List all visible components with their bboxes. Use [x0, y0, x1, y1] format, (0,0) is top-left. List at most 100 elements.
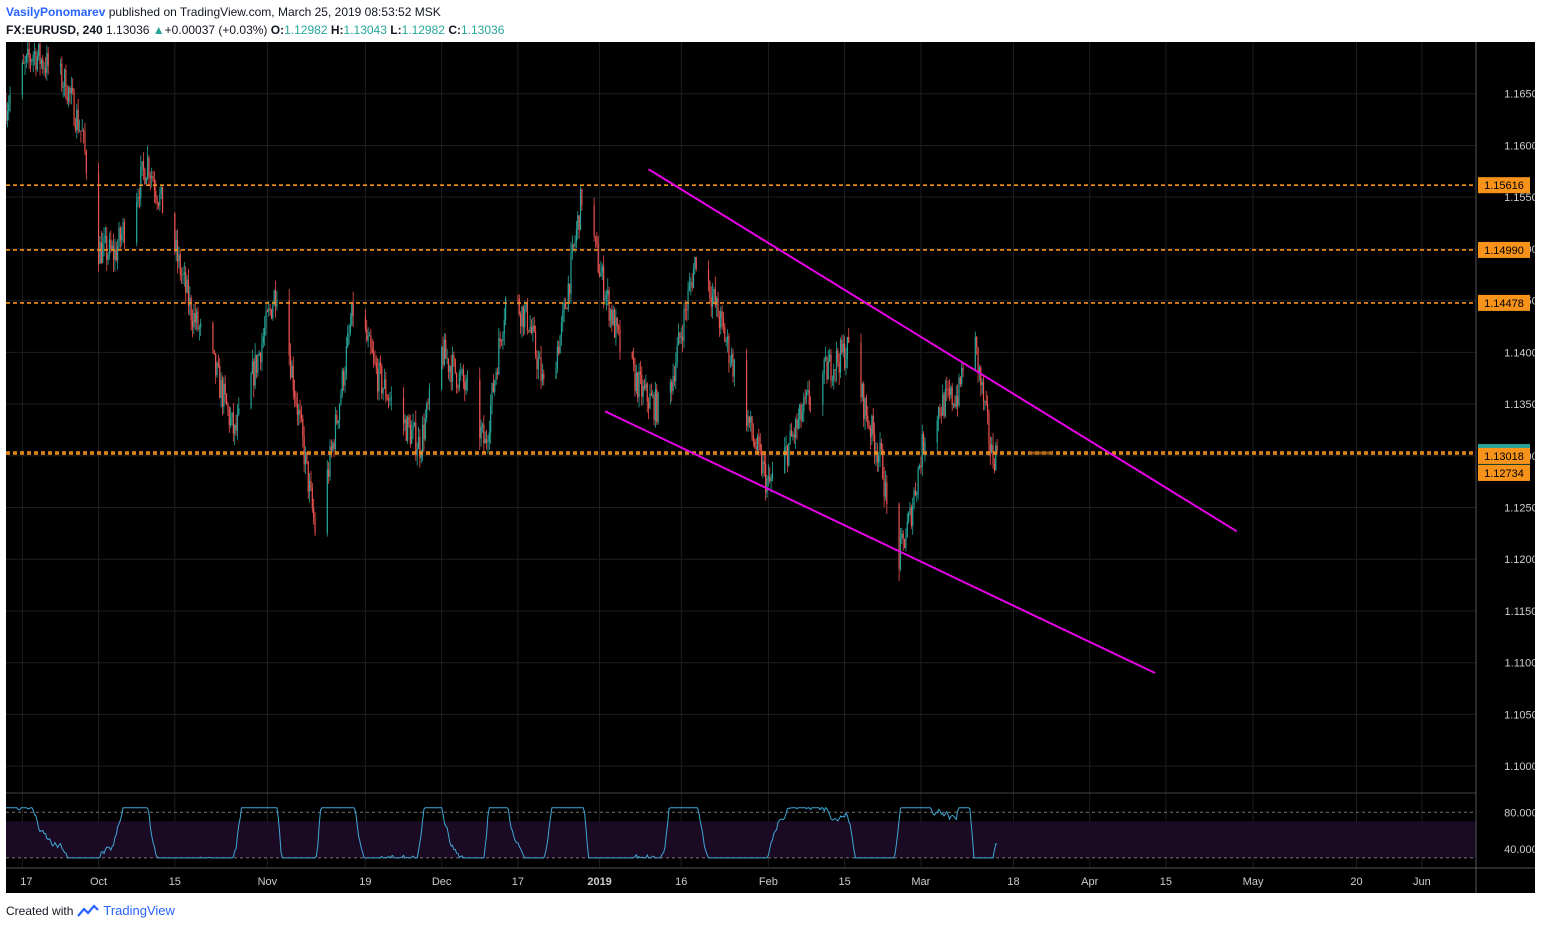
candle-body: [329, 446, 331, 477]
candle-body: [310, 480, 312, 489]
candle-body: [657, 392, 659, 423]
candle-body: [944, 388, 946, 417]
candle-body: [224, 383, 226, 395]
price-axis[interactable]: 1.10000 1.10500 1.11000 1.11500 1.12000 1.125…: [1475, 42, 1535, 893]
candle-body: [902, 533, 904, 539]
candle-body: [611, 309, 613, 325]
candle-body: [920, 465, 922, 468]
candle-body: [261, 343, 263, 363]
candle-body: [760, 449, 763, 474]
candle-body: [189, 297, 191, 306]
candle-body: [273, 290, 275, 306]
candle-body: [405, 419, 407, 441]
author-link[interactable]: VasilyPonomarev: [6, 5, 106, 19]
horizontal-levels[interactable]: [6, 184, 1476, 455]
candle-body: [251, 361, 254, 374]
candle-body: [464, 381, 466, 391]
candle-body: [913, 490, 915, 507]
candle-body: [298, 409, 300, 415]
candle-body: [980, 367, 982, 386]
candle-body: [144, 169, 146, 185]
candle-body: [503, 320, 505, 335]
candle-body: [707, 269, 710, 282]
candle-body: [250, 373, 252, 409]
high-value: 1.13043: [343, 23, 387, 37]
candle-body: [74, 125, 77, 131]
candle-body: [726, 335, 729, 342]
candle-body: [905, 537, 907, 548]
candle-body: [560, 322, 563, 336]
candle-body: [409, 424, 411, 444]
candle-body: [257, 355, 259, 373]
candle-body: [581, 189, 583, 206]
candle-body: [258, 352, 260, 356]
price-label[interactable]: 1.15616: [1484, 180, 1524, 192]
y-tick-label: 1.15500: [1504, 192, 1535, 204]
candle-body: [940, 414, 942, 416]
channel-upper-line[interactable]: [648, 168, 1238, 533]
candle-body: [426, 403, 428, 419]
candle-body: [647, 401, 650, 409]
price-label[interactable]: 1.13018: [1484, 451, 1524, 463]
candle-body: [958, 377, 960, 406]
candle-body: [183, 272, 185, 275]
candle-body: [616, 317, 618, 326]
candle-body: [487, 441, 489, 443]
candle-body: [385, 379, 387, 398]
candle-body: [871, 415, 873, 438]
price-label[interactable]: 1.12734: [1484, 468, 1524, 480]
candle-body: [608, 290, 610, 321]
close-label: C:: [448, 23, 461, 37]
symbol-label[interactable]: FX:EURUSD, 240: [6, 23, 103, 37]
candle-body: [957, 396, 959, 406]
candle-body: [637, 372, 639, 398]
candle-body: [122, 222, 124, 234]
candle-body: [863, 383, 865, 420]
candle-body: [909, 507, 911, 514]
x-tick-label: 15: [1160, 876, 1172, 888]
candle-body: [680, 336, 682, 338]
candle-body: [402, 397, 405, 424]
candle-body: [462, 369, 465, 382]
candle-body: [114, 249, 116, 260]
candle-body: [786, 446, 789, 466]
candle-body: [423, 424, 425, 440]
candle-body: [541, 373, 544, 381]
candle-body: [570, 252, 572, 294]
candle-body: [149, 177, 151, 179]
candle-body: [303, 436, 305, 465]
price-label[interactable]: 1.14478: [1484, 298, 1524, 310]
highlight-zone[interactable]: [1029, 451, 1053, 455]
candle-body: [721, 311, 723, 318]
channel-lower-line[interactable]: [604, 410, 1156, 674]
highlight-box[interactable]: [1029, 451, 1053, 455]
descending-channel[interactable]: [604, 168, 1238, 674]
candle-body: [230, 417, 232, 426]
candle-body: [84, 131, 86, 152]
candle-body: [97, 172, 100, 264]
candle-body: [769, 476, 771, 482]
candle-body: [903, 538, 906, 548]
candle-body: [336, 414, 338, 424]
candle-body: [344, 373, 346, 386]
candle-body: [575, 228, 578, 243]
candle-body: [974, 336, 976, 371]
x-tick-label: Apr: [1081, 876, 1098, 888]
candle-body: [453, 354, 455, 359]
chart-background: [6, 42, 1535, 893]
candle-body: [63, 69, 66, 87]
candle-body: [442, 347, 444, 365]
candle-body: [790, 430, 793, 437]
candle-body: [65, 69, 67, 98]
chart-canvas[interactable]: 1.10000 1.10500 1.11000 1.11500 1.12000 1.125…: [6, 42, 1535, 893]
candle-body: [875, 451, 877, 455]
candle-body: [910, 507, 912, 526]
price-label[interactable]: 1.14990: [1484, 245, 1524, 257]
tradingview-link[interactable]: TradingView: [103, 903, 175, 918]
candle-body: [824, 357, 827, 360]
candle-body: [496, 372, 499, 375]
candle-body: [291, 365, 293, 378]
time-axis[interactable]: 17 Oct 15 Nov 19 Dec 17 2019 16 Feb 15 Mar 18 Apr 15 Ma…: [6, 867, 1535, 888]
candle-body: [441, 347, 443, 389]
candle-body: [993, 464, 995, 471]
